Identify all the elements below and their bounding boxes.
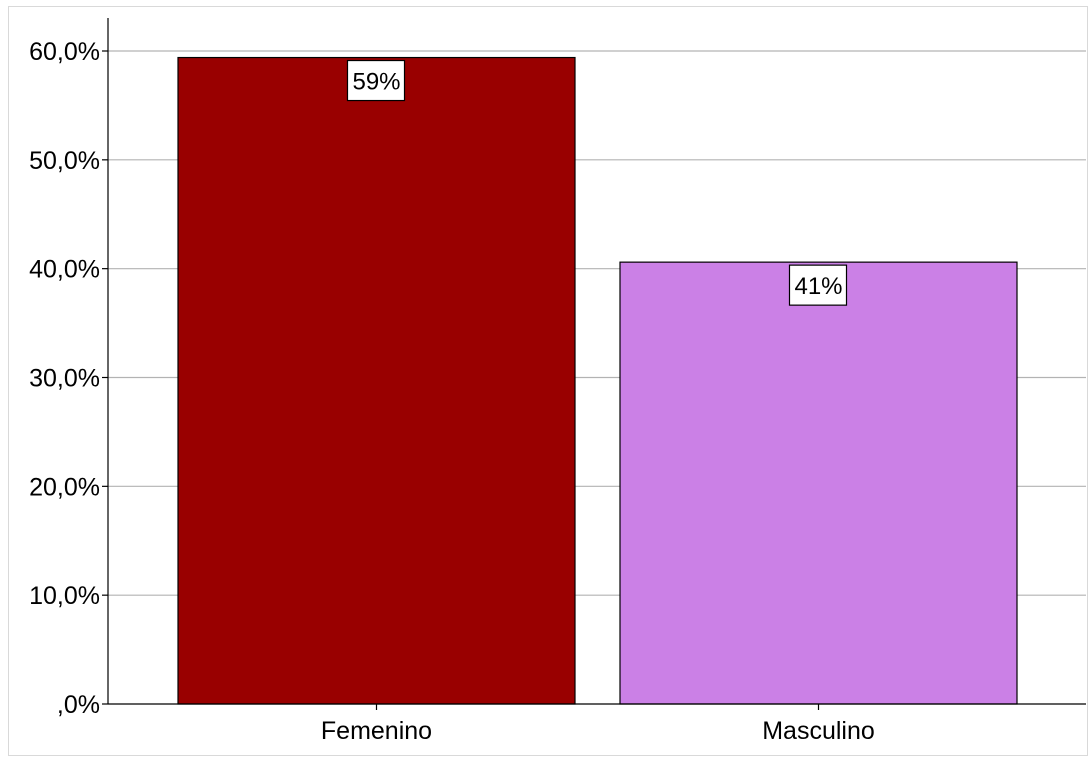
labels: ,0% 10,0% 20,0% 30,0% 40,0% 50,0% 60,0% Femenin… [29,38,875,745]
bar [177,56,576,705]
x-tick-label: Masculino [762,717,875,745]
data-label-box [346,59,406,102]
axes [102,18,1086,710]
bar [619,261,1018,705]
y-tick-label: 10,0% [29,582,100,610]
x-tick-label: Femenino [321,717,432,745]
y-tick-label: 50,0% [29,147,100,175]
y-tick-label: 40,0% [29,256,100,284]
data-label-box [788,264,848,306]
bars [177,56,1018,705]
y-tick-label: ,0% [57,691,100,719]
data-label: 59% [352,69,400,96]
data-label: 41% [794,273,842,300]
y-tick-label: 20,0% [29,473,100,501]
y-tick-label: 30,0% [29,365,100,393]
y-tick-label: 60,0% [29,38,100,66]
